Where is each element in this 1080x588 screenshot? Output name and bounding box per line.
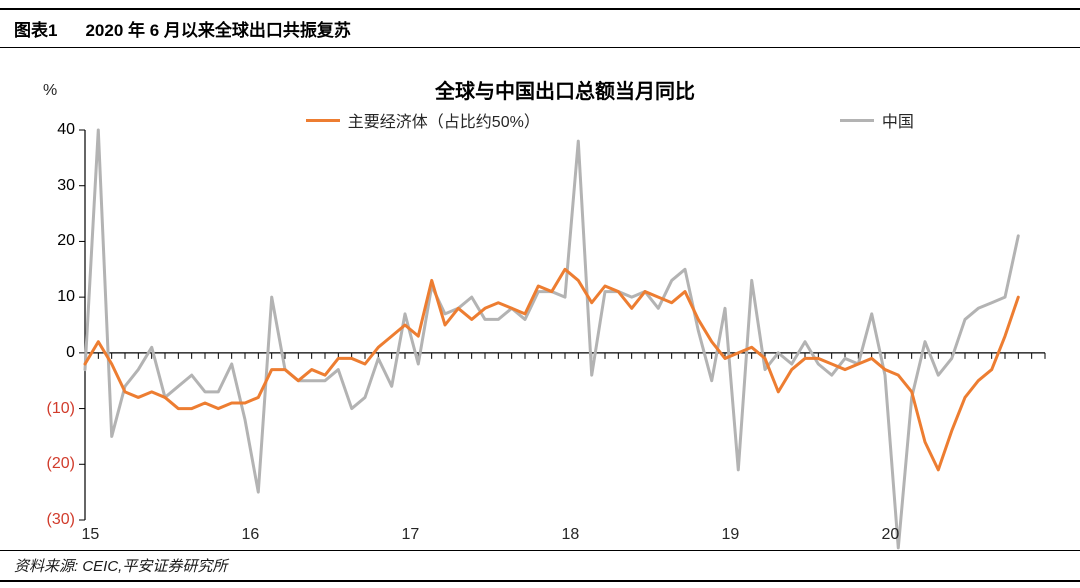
chart-legend: 主要经济体（占比约50%） 中国	[306, 108, 914, 132]
y-tick-label: 30	[57, 177, 85, 195]
figure-footer: 资料来源: CEIC,平安证券研究所	[0, 550, 1080, 582]
y-tick-label: 40	[57, 121, 85, 139]
legend-swatch	[840, 119, 874, 122]
y-tick-label: (20)	[47, 455, 85, 473]
x-tick-label: 19	[721, 520, 739, 544]
page: 图表1 2020 年 6 月以来全球出口共振复苏 % 全球与中国出口总额当月同比…	[0, 0, 1080, 588]
y-tick-label: 0	[66, 344, 85, 362]
y-tick-label: (10)	[47, 400, 85, 418]
legend-item: 中国	[840, 108, 914, 132]
legend-item: 主要经济体（占比约50%）	[306, 108, 540, 132]
x-tick-label: 15	[81, 520, 99, 544]
chart-area: % 全球与中国出口总额当月同比 主要经济体（占比约50%）中国 40302010…	[85, 130, 1045, 520]
figure-header: 图表1 2020 年 6 月以来全球出口共振复苏	[0, 8, 1080, 48]
chart-title: 全球与中国出口总额当月同比	[435, 75, 695, 104]
x-tick-label: 16	[241, 520, 259, 544]
y-axis-unit: %	[43, 82, 57, 100]
legend-label: 主要经济体（占比约50%）	[348, 108, 540, 132]
x-tick-label: 20	[881, 520, 899, 544]
x-tick-label: 17	[401, 520, 419, 544]
x-tick-label: 18	[561, 520, 579, 544]
chart-plot	[85, 130, 1045, 520]
figure-title: 2020 年 6 月以来全球出口共振复苏	[85, 16, 350, 41]
legend-swatch	[306, 119, 340, 122]
y-tick-label: 20	[57, 232, 85, 250]
legend-label: 中国	[882, 108, 914, 132]
source-text: 资料来源: CEIC,平安证券研究所	[14, 558, 227, 575]
y-tick-label: 10	[57, 288, 85, 306]
figure-label: 图表1	[14, 16, 57, 41]
y-tick-label: (30)	[47, 511, 85, 529]
